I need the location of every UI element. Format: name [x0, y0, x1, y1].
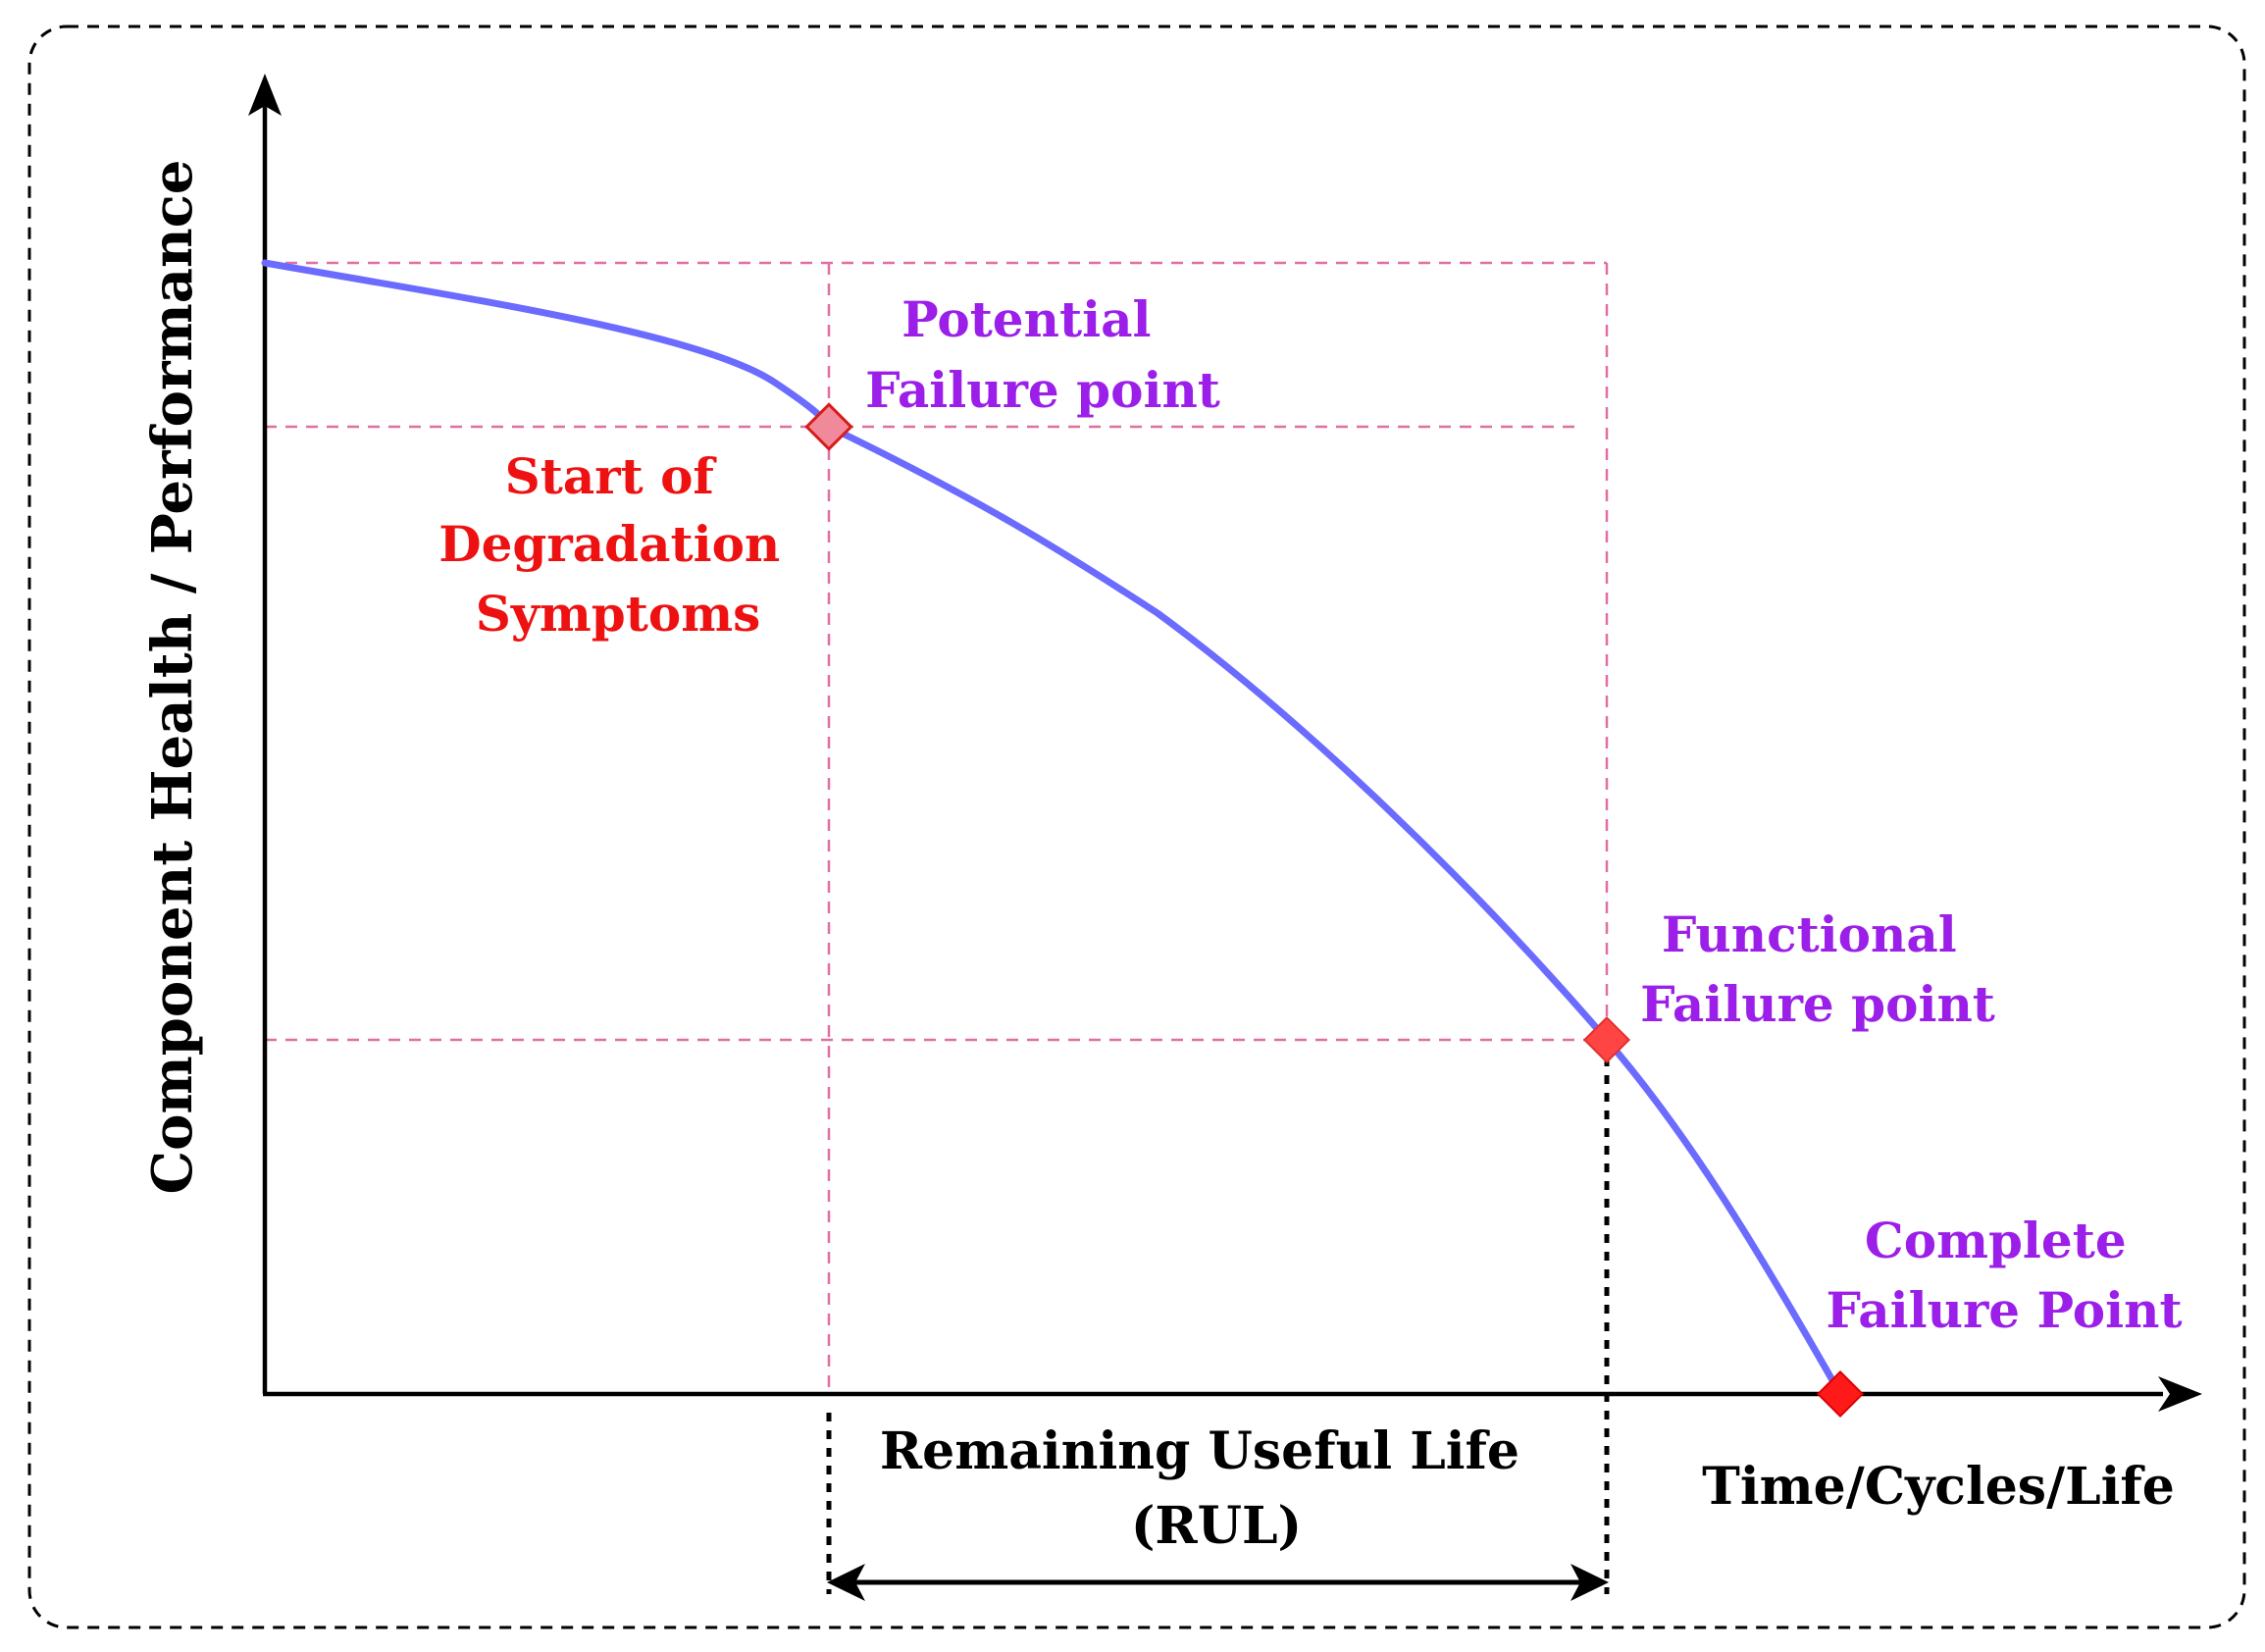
y-axis-arrowhead	[248, 74, 282, 116]
diagram-frame	[27, 25, 2246, 1629]
functional-failure-marker	[1582, 1015, 1631, 1064]
rul-bounds	[826, 1040, 1610, 1594]
x-axis-label: Time/Cycles/Life	[1702, 1457, 2175, 1517]
functional-failure-line-1: Functional	[1662, 905, 1957, 963]
degradation-line-3: Symptoms	[476, 585, 761, 643]
complete-failure-line-1: Complete	[1865, 1212, 2127, 1269]
rul-line-1: Remaining Useful Life	[880, 1421, 1519, 1481]
rul-label: Remaining Useful Life (RUL)	[880, 1421, 1537, 1556]
degradation-label: Start of Degradation Symptoms	[438, 447, 797, 643]
complete-failure-line-2: Failure Point	[1826, 1281, 2182, 1339]
degradation-line-2: Degradation	[438, 515, 780, 573]
health-curve	[261, 259, 1844, 1398]
rul-arrow-left-head	[827, 1564, 865, 1601]
potential-failure-line-2: Failure point	[865, 361, 1220, 419]
complete-failure-marker	[1816, 1369, 1865, 1419]
potential-failure-marker	[804, 402, 853, 451]
functional-failure-line-2: Failure point	[1640, 975, 1995, 1033]
degradation-line-1: Start of	[505, 447, 718, 505]
rul-line-2: (RUL)	[1131, 1496, 1302, 1556]
failure-markers	[804, 402, 1865, 1419]
x-axis-arrowhead	[2158, 1376, 2202, 1412]
potential-failure-line-1: Potential	[901, 290, 1151, 348]
guide-lines	[265, 261, 1609, 1393]
rul-arrow-right-head	[1570, 1564, 1609, 1601]
y-axis-label: Component Health / Performance	[140, 160, 205, 1195]
functional-failure-label: Functional Failure point	[1640, 905, 1995, 1033]
potential-failure-label: Potential Failure point	[865, 290, 1220, 419]
complete-failure-label: Complete Failure Point	[1826, 1212, 2182, 1339]
rul-double-arrow	[827, 1564, 1609, 1601]
